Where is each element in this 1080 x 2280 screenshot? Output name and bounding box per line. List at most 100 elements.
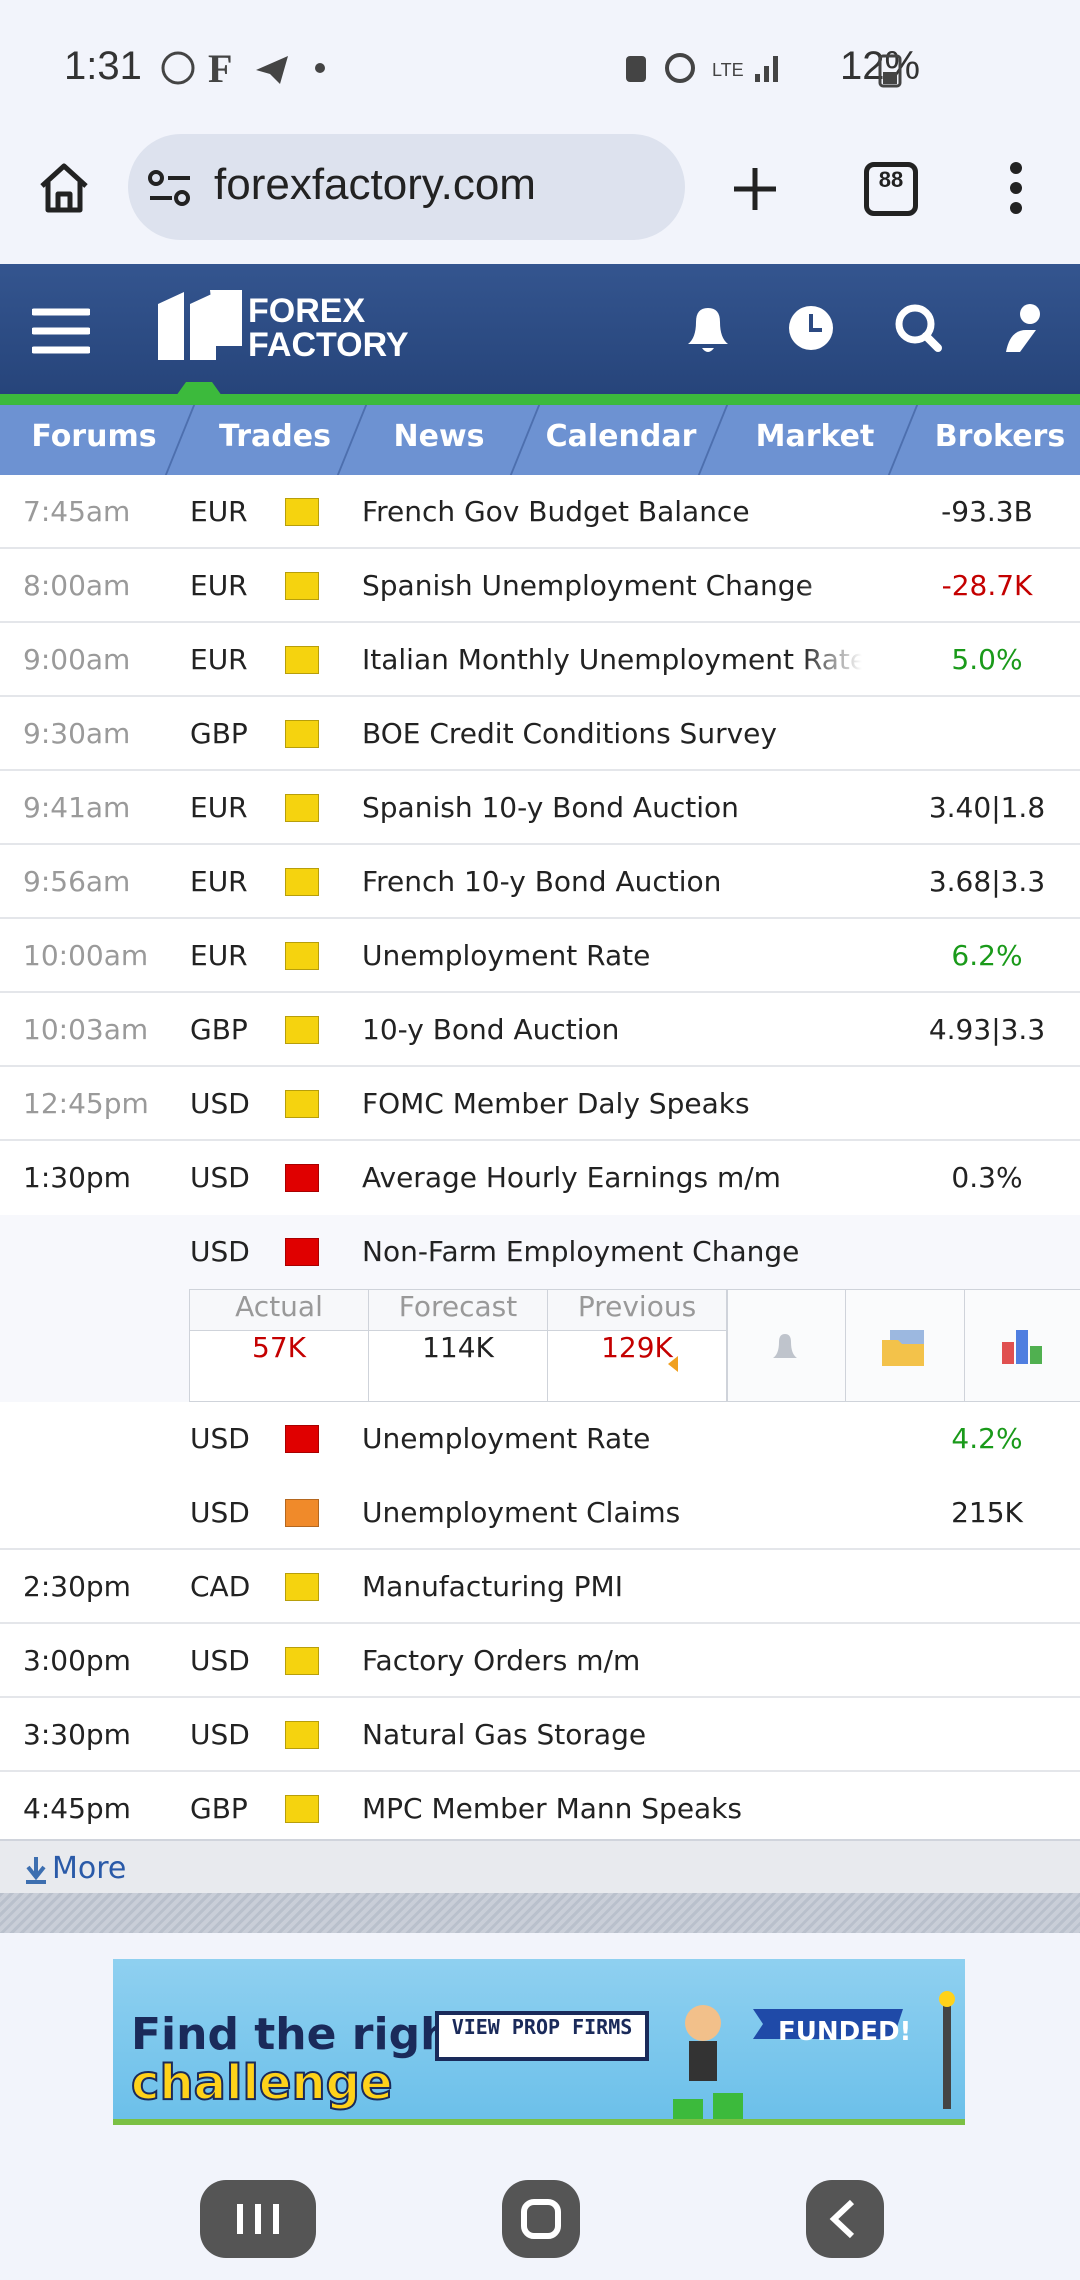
new-tab-button[interactable]: [730, 164, 780, 214]
nav-tab[interactable]: Market: [755, 419, 875, 454]
logo-text[interactable]: FOREX FACTORY: [248, 294, 409, 362]
row-separator: [0, 695, 1080, 697]
calendar-row[interactable]: 1:30pm USD Average Hourly Earnings m/m 0.3%: [0, 1141, 1080, 1215]
impact-icon: [285, 1238, 319, 1266]
calendar-row[interactable]: 9:30am GBP BOE Credit Conditions Survey: [0, 697, 1080, 771]
event-value: 4.93|3.3: [928, 1013, 1046, 1046]
event-time: 2:30pm: [23, 1570, 131, 1603]
event-title: Factory Orders m/m: [362, 1644, 641, 1677]
event-value: 215K: [951, 1496, 1023, 1529]
event-time: 3:00pm: [23, 1644, 131, 1677]
calendar-row[interactable]: 12:45pm USD FOMC Member Daly Speaks: [0, 1067, 1080, 1141]
currency: USD: [190, 1235, 250, 1268]
home-button[interactable]: [36, 160, 92, 216]
nav-tab[interactable]: Brokers: [934, 419, 1066, 454]
currency: EUR: [190, 495, 248, 528]
nav-tab[interactable]: Forums: [31, 419, 157, 454]
event-time: 12:45pm: [23, 1087, 149, 1120]
calendar-row[interactable]: USD Unemployment Claims 215K: [0, 1476, 1080, 1550]
calendar-row[interactable]: 3:00pm USD Factory Orders m/m: [0, 1624, 1080, 1698]
currency: EUR: [190, 939, 248, 972]
event-title: Unemployment Rate: [362, 939, 651, 972]
currency: GBP: [190, 1013, 248, 1046]
calendar-row[interactable]: 8:00am EUR Spanish Unemployment Change -28.…: [0, 549, 1080, 623]
svg-text:F: F: [208, 46, 232, 90]
row-separator: [0, 621, 1080, 623]
impact-icon: [285, 720, 319, 748]
header-icons[interactable]: [680, 300, 1050, 360]
calendar-row[interactable]: 10:03am GBP 10-y Bond Auction 4.93|3.3: [0, 993, 1080, 1067]
event-title: Non-Farm Employment Change: [362, 1235, 800, 1268]
url-text: forexfactory.com: [214, 160, 536, 209]
impact-icon: [285, 1164, 319, 1192]
clock: 1:31: [64, 44, 142, 88]
divider: [0, 1893, 1080, 1933]
currency: USD: [190, 1718, 250, 1751]
impact-icon: [285, 572, 319, 600]
event-time: 4:45pm: [23, 1792, 131, 1825]
hamburger[interactable]: [32, 308, 90, 354]
event-title: Average Hourly Earnings m/m: [362, 1161, 781, 1194]
url-bar[interactable]: forexfactory.com: [128, 134, 685, 240]
row-separator: [0, 1548, 1080, 1550]
event-title: Spanish 10-y Bond Auction: [362, 791, 739, 824]
event-time: 3:30pm: [23, 1718, 131, 1751]
impact-icon: [285, 1721, 319, 1749]
event-title: Natural Gas Storage: [362, 1718, 647, 1751]
currency: USD: [190, 1161, 250, 1194]
more-link[interactable]: More: [52, 1851, 127, 1886]
event-title: Spanish Unemployment Change: [362, 569, 813, 602]
event-time: 10:03am: [23, 1013, 149, 1046]
logo-mark[interactable]: [154, 286, 244, 366]
calendar-row[interactable]: USD Unemployment Rate 4.2%: [0, 1402, 1080, 1476]
impact-icon: [285, 1499, 319, 1527]
event-time: 1:30pm: [23, 1161, 131, 1194]
impact-icon: [285, 1016, 319, 1044]
event-value: 4.2%: [951, 1422, 1023, 1455]
impact-icon: [285, 794, 319, 822]
event-time: 10:00am: [23, 939, 149, 972]
calendar-row[interactable]: 9:00am EUR Italian Monthly Unemployment Ra…: [0, 623, 1080, 697]
ad-button[interactable]: VIEW PROP FIRMS: [435, 2011, 649, 2061]
impact-icon: [285, 942, 319, 970]
site-info-icon: [148, 170, 190, 206]
calendar-row[interactable]: 4:45pm GBP MPC Member Mann Speaks: [0, 1772, 1080, 1839]
calendar-row[interactable]: 3:30pm USD Natural Gas Storage: [0, 1698, 1080, 1772]
system-icons: LTE: [626, 53, 778, 83]
menu-button[interactable]: [1004, 160, 1028, 216]
tab-count[interactable]: 88: [864, 162, 918, 216]
calendar-row[interactable]: 7:45am EUR French Gov Budget Balance -93.3B: [0, 475, 1080, 549]
event-time: 9:00am: [23, 643, 131, 676]
event-time: 9:41am: [23, 791, 131, 824]
folder-icon: [882, 1330, 924, 1366]
nav-tab[interactable]: News: [393, 419, 485, 454]
logo-line: FOREX: [248, 292, 366, 330]
more-bar[interactable]: More: [0, 1839, 1080, 1895]
event-detail: Actual 57K Forecast 114K Previous 129K: [0, 1289, 1080, 1402]
logo-line: FACTORY: [248, 326, 409, 364]
calendar-row[interactable]: 9:41am EUR Spanish 10-y Bond Auction 3.40|1…: [0, 771, 1080, 845]
calendar-row[interactable]: 10:00am EUR Unemployment Rate 6.2%: [0, 919, 1080, 993]
ad-line1: Find the right: [131, 2009, 473, 2060]
row-separator: [0, 1696, 1080, 1698]
calendar-row[interactable]: USD Non-Farm Employment Change: [0, 1215, 1080, 1289]
event-title: French Gov Budget Balance: [362, 495, 750, 528]
nav-tab[interactable]: Calendar: [545, 419, 697, 454]
event-value: 5.0%: [951, 643, 1023, 676]
row-separator: [0, 843, 1080, 845]
green-bar: [0, 394, 1080, 405]
event-value: 3.40|1.8: [928, 791, 1046, 824]
row-separator: [0, 1770, 1080, 1772]
currency: USD: [190, 1087, 250, 1120]
ad-badge: FUNDED!: [778, 2017, 912, 2047]
battery-icon: [878, 54, 902, 88]
row-separator: [0, 991, 1080, 993]
ad-banner[interactable]: Find the right challenge VIEW PROP FIRMS…: [113, 1959, 965, 2125]
currency: USD: [190, 1644, 250, 1677]
nav-tab[interactable]: Trades: [219, 419, 331, 454]
row-separator: [0, 769, 1080, 771]
calendar-row[interactable]: 2:30pm CAD Manufacturing PMI: [0, 1550, 1080, 1624]
calendar-row[interactable]: 9:56am EUR French 10-y Bond Auction 3.68|3.…: [0, 845, 1080, 919]
impact-icon: [285, 1573, 319, 1601]
